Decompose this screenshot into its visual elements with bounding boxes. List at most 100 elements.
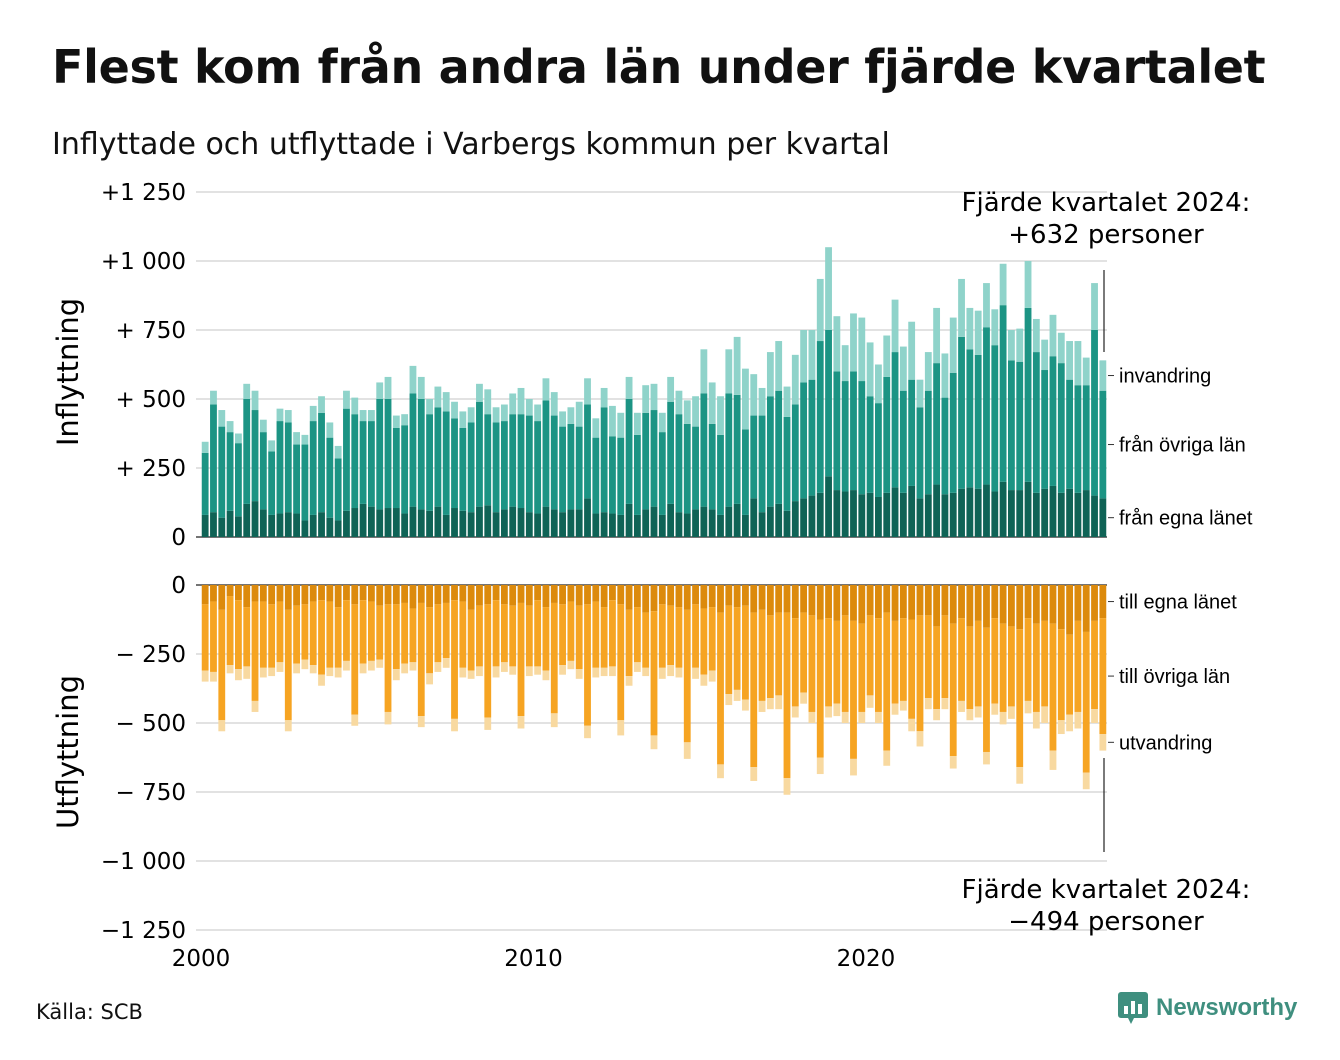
bar-ovriga_in [1016,361,1024,491]
bar-egna_ut [268,585,276,605]
bar-egna_ut [617,585,625,605]
bar-utvandring [908,718,916,732]
bar-ovriga_in [268,451,276,515]
bar-egna_in [401,513,409,537]
bar-utvandring [417,716,425,728]
bar-invandring [1024,261,1032,308]
bar-ovriga_ut [392,604,400,670]
bar-ovriga_ut [1032,623,1040,712]
bar-invandring [908,321,916,380]
bar-ovriga_in [600,407,608,513]
bar-invandring [276,408,284,422]
bar-egna_in [251,501,259,537]
bar-egna_in [592,513,600,537]
bar-ovriga_ut [908,619,916,719]
bar-egna_ut [367,585,375,602]
bar-egna_ut [235,585,242,601]
bar-egna_ut [542,585,550,608]
y-axis-label-top: Inflyttning [51,298,85,446]
annotation-top-line1: Fjärde kvartalet 2024: [962,188,1251,218]
bar-ovriga_in [733,394,741,504]
bar-utvandring [899,700,907,711]
bar-utvandring [708,670,716,682]
bar-ovriga_ut [284,609,292,721]
bar-ovriga_in [642,412,650,510]
bar-egna_in [301,520,309,537]
bar-egna_ut [1074,585,1082,621]
bar-ovriga_in [949,372,957,493]
chart-subtitle: Inflyttade och utflyttade i Varbergs kom… [52,127,890,162]
bar-invandring [376,382,384,399]
bar-ovriga_ut [958,618,965,701]
bar-egna_in [517,508,525,537]
bar-ovriga_in [251,410,259,502]
bar-egna_in [966,487,974,537]
bar-egna_in [783,510,791,537]
bar-invandring [766,352,774,397]
bar-egna_in [1016,490,1024,537]
bar-ovriga_ut [700,608,708,675]
bar-egna_ut [1082,585,1090,632]
bar-invandring [658,412,666,433]
bar-utvandring [958,700,965,712]
annotation-bottom-line1: Fjärde kvartalet 2024: [962,875,1251,905]
bar-utvandring [376,659,384,668]
bar-invandring [816,278,824,342]
bar-ovriga_ut [991,618,999,704]
annotation-top-line2: +632 personer [1008,220,1204,250]
bar-egna_ut [658,585,666,605]
legend-label-ovriga_in: från övriga län [1119,435,1246,457]
bar-utvandring [1091,709,1098,723]
bar-egna_in [509,506,517,537]
bar-invandring [484,389,492,415]
bar-ovriga_in [534,421,542,514]
bar-ovriga_in [675,414,683,513]
bar-ovriga_ut [575,605,583,670]
bar-utvandring [1024,700,1032,714]
bar-egna_in [717,514,724,537]
bar-egna_in [484,505,492,537]
bar-egna_in [949,492,957,537]
bar-ovriga_ut [567,601,575,661]
bar-ovriga_ut [384,604,392,712]
bar-egna_in [318,512,325,537]
bar-ovriga_ut [243,607,251,667]
bar-egna_in [1032,492,1040,537]
bar-utvandring [625,676,633,686]
bar-ovriga_ut [816,619,824,758]
bar-egna_ut [1041,585,1049,621]
bar-utvandring [791,706,799,718]
bar-utvandring [517,716,525,729]
bar-invandring [417,376,425,399]
bar-ovriga_in [201,452,209,515]
legend-label-egna_ut: till egna länet [1119,592,1237,614]
bar-ovriga_ut [550,602,558,714]
bar-ovriga_ut [559,604,566,666]
bar-ovriga_ut [617,604,625,721]
bar-egna_ut [525,585,533,606]
bar-ovriga_ut [592,601,600,668]
bar-utvandring [725,694,733,706]
bar-invandring [592,418,600,438]
bar-ovriga_in [550,415,558,510]
bar-utvandring [733,689,741,701]
bar-utvandring [301,659,309,670]
bar-ovriga_in [808,379,816,496]
bar-invandring [742,368,749,430]
bar-ovriga_in [683,423,691,514]
bar-invandring [492,407,500,423]
bar-egna_ut [467,585,475,610]
bar-egna_in [1024,481,1032,537]
bar-egna_in [916,498,924,537]
bar-ovriga_in [318,412,325,513]
bar-invandring [958,278,965,337]
bar-ovriga_in [459,427,467,511]
legend-label-ovriga_ut: till övriga län [1119,666,1230,688]
bar-ovriga_ut [1057,629,1065,721]
bar-egna_ut [999,585,1007,624]
bar-egna_ut [708,585,716,608]
bar-ovriga_ut [891,620,899,704]
bar-ovriga_in [575,426,583,510]
bar-ovriga_in [1082,385,1090,491]
bar-egna_ut [692,585,699,605]
